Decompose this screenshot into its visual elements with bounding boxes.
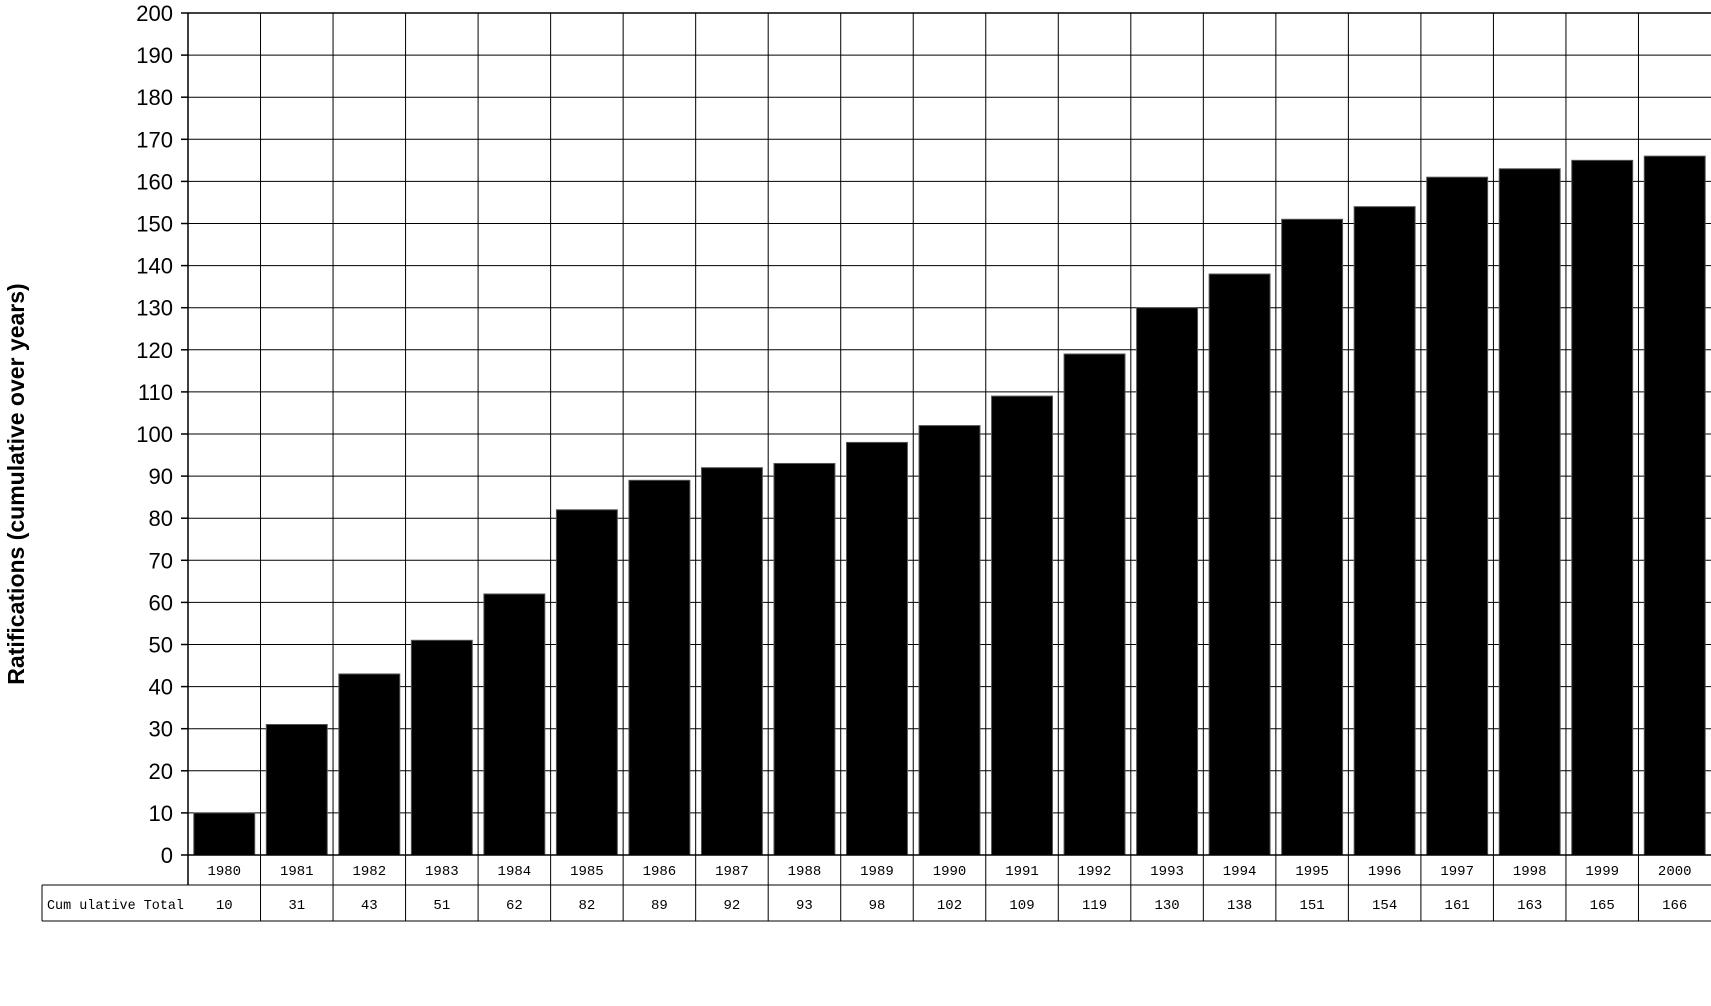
x-tick-label: 1999 (1585, 864, 1619, 880)
y-tick-label: 110 (138, 380, 173, 405)
x-tick-label: 1986 (643, 864, 677, 880)
table-cell-value: 130 (1154, 898, 1179, 914)
bar-1991 (991, 395, 1053, 856)
y-axis-title: Ratifications (cumulative over years) (3, 283, 29, 684)
y-tick-label: 100 (136, 422, 173, 447)
y-tick-label: 70 (149, 548, 173, 573)
y-tick-label: 190 (136, 43, 173, 68)
bar-1983 (410, 639, 473, 856)
x-tick-label: 1982 (353, 864, 387, 880)
y-tick-label: 150 (136, 212, 173, 237)
y-tick-label: 160 (136, 169, 173, 194)
x-tick-label: 1997 (1440, 864, 1474, 880)
x-tick-label: 1998 (1513, 864, 1547, 880)
x-tick-label: 1983 (425, 864, 459, 880)
bar-1985 (555, 509, 618, 856)
bar-1999 (1571, 159, 1634, 856)
table-cell-value: 138 (1227, 898, 1252, 914)
x-tick-label: 1981 (280, 864, 314, 880)
x-tick-label: 1995 (1295, 864, 1329, 880)
x-tick-label: 1985 (570, 864, 604, 880)
x-tick-label: 1984 (498, 864, 532, 880)
table-cell-value: 109 (1009, 898, 1034, 914)
y-tick-label: 90 (149, 464, 173, 489)
bar-1997 (1426, 176, 1489, 856)
y-tick-label: 80 (149, 506, 173, 531)
bar-1989 (846, 441, 908, 856)
table-cell-value: 102 (937, 898, 962, 914)
bar-1987 (700, 467, 763, 856)
axes (181, 12, 1711, 885)
y-tick-label: 30 (149, 717, 173, 742)
y-tick-label: 20 (149, 759, 173, 784)
bar-1994 (1208, 273, 1271, 856)
table-cell-value: 166 (1662, 898, 1687, 914)
x-tick-label: 1990 (933, 864, 967, 880)
table-cell-value: 43 (361, 898, 378, 914)
table-cell-value: 92 (724, 898, 741, 914)
x-tick-label: 1993 (1150, 864, 1184, 880)
bar-1981 (265, 723, 328, 856)
table-cell-value: 165 (1590, 898, 1615, 914)
bar-1980 (193, 812, 256, 856)
x-tick-label: 1996 (1368, 864, 1402, 880)
table-cell-value: 119 (1082, 898, 1107, 914)
x-tick-label: 1980 (207, 864, 241, 880)
table-cell-value: 163 (1517, 898, 1542, 914)
table-cell-value: 93 (796, 898, 813, 914)
x-tick-label: 1992 (1078, 864, 1112, 880)
bar-1984 (483, 593, 546, 856)
y-tick-label: 130 (136, 296, 173, 321)
y-tick-label: 40 (149, 675, 173, 700)
table-cell-value: 51 (433, 898, 450, 914)
bar-1990 (918, 425, 981, 856)
y-tick-label: 140 (136, 254, 173, 279)
bar-1996 (1353, 206, 1416, 856)
bar-1992 (1063, 353, 1126, 856)
table-cell-value: 62 (506, 898, 523, 914)
x-tick-label: 1987 (715, 864, 749, 880)
x-tick-label: 1988 (788, 864, 822, 880)
x-tick-label: 1989 (860, 864, 894, 880)
table-cell-value: 82 (578, 898, 595, 914)
table-cell-value: 89 (651, 898, 668, 914)
x-tick-label: 1991 (1005, 864, 1039, 880)
table-cell-value: 151 (1300, 898, 1325, 914)
y-tick-label: 0 (161, 843, 173, 868)
y-tick-label: 170 (136, 127, 173, 152)
bars (193, 155, 1706, 856)
y-tick-label: 180 (136, 85, 173, 110)
table-cell-value: 154 (1372, 898, 1397, 914)
table-cell-value: 31 (288, 898, 305, 914)
table-cell-value: 10 (216, 898, 233, 914)
table-cell-value: 161 (1445, 898, 1470, 914)
data-table: 1980 1981 1982 1983 1984 1985 1986 1987 1988 1989… (41, 864, 1711, 922)
x-tick-label: 1994 (1223, 864, 1257, 880)
y-tick-labels: 0 10 20 30 40 50 60 70 80 90 100 110 120 130 140 150 160… (136, 1, 173, 868)
bar-1986 (628, 479, 691, 856)
bar-1988 (773, 462, 836, 856)
table-row-label: Cum ulative Total (47, 898, 184, 914)
bar-1995 (1281, 218, 1344, 856)
bar-1998 (1498, 168, 1561, 856)
y-tick-label: 60 (149, 590, 173, 615)
table-cell-value: 98 (869, 898, 886, 914)
y-tick-label: 10 (149, 801, 173, 826)
x-tick-label: 2000 (1658, 864, 1692, 880)
y-tick-label: 50 (149, 633, 173, 658)
bar-2000 (1643, 155, 1706, 856)
bar-1982 (338, 673, 401, 856)
y-tick-label: 200 (136, 1, 173, 26)
bar-1993 (1136, 307, 1199, 856)
y-tick-label: 120 (136, 338, 173, 363)
